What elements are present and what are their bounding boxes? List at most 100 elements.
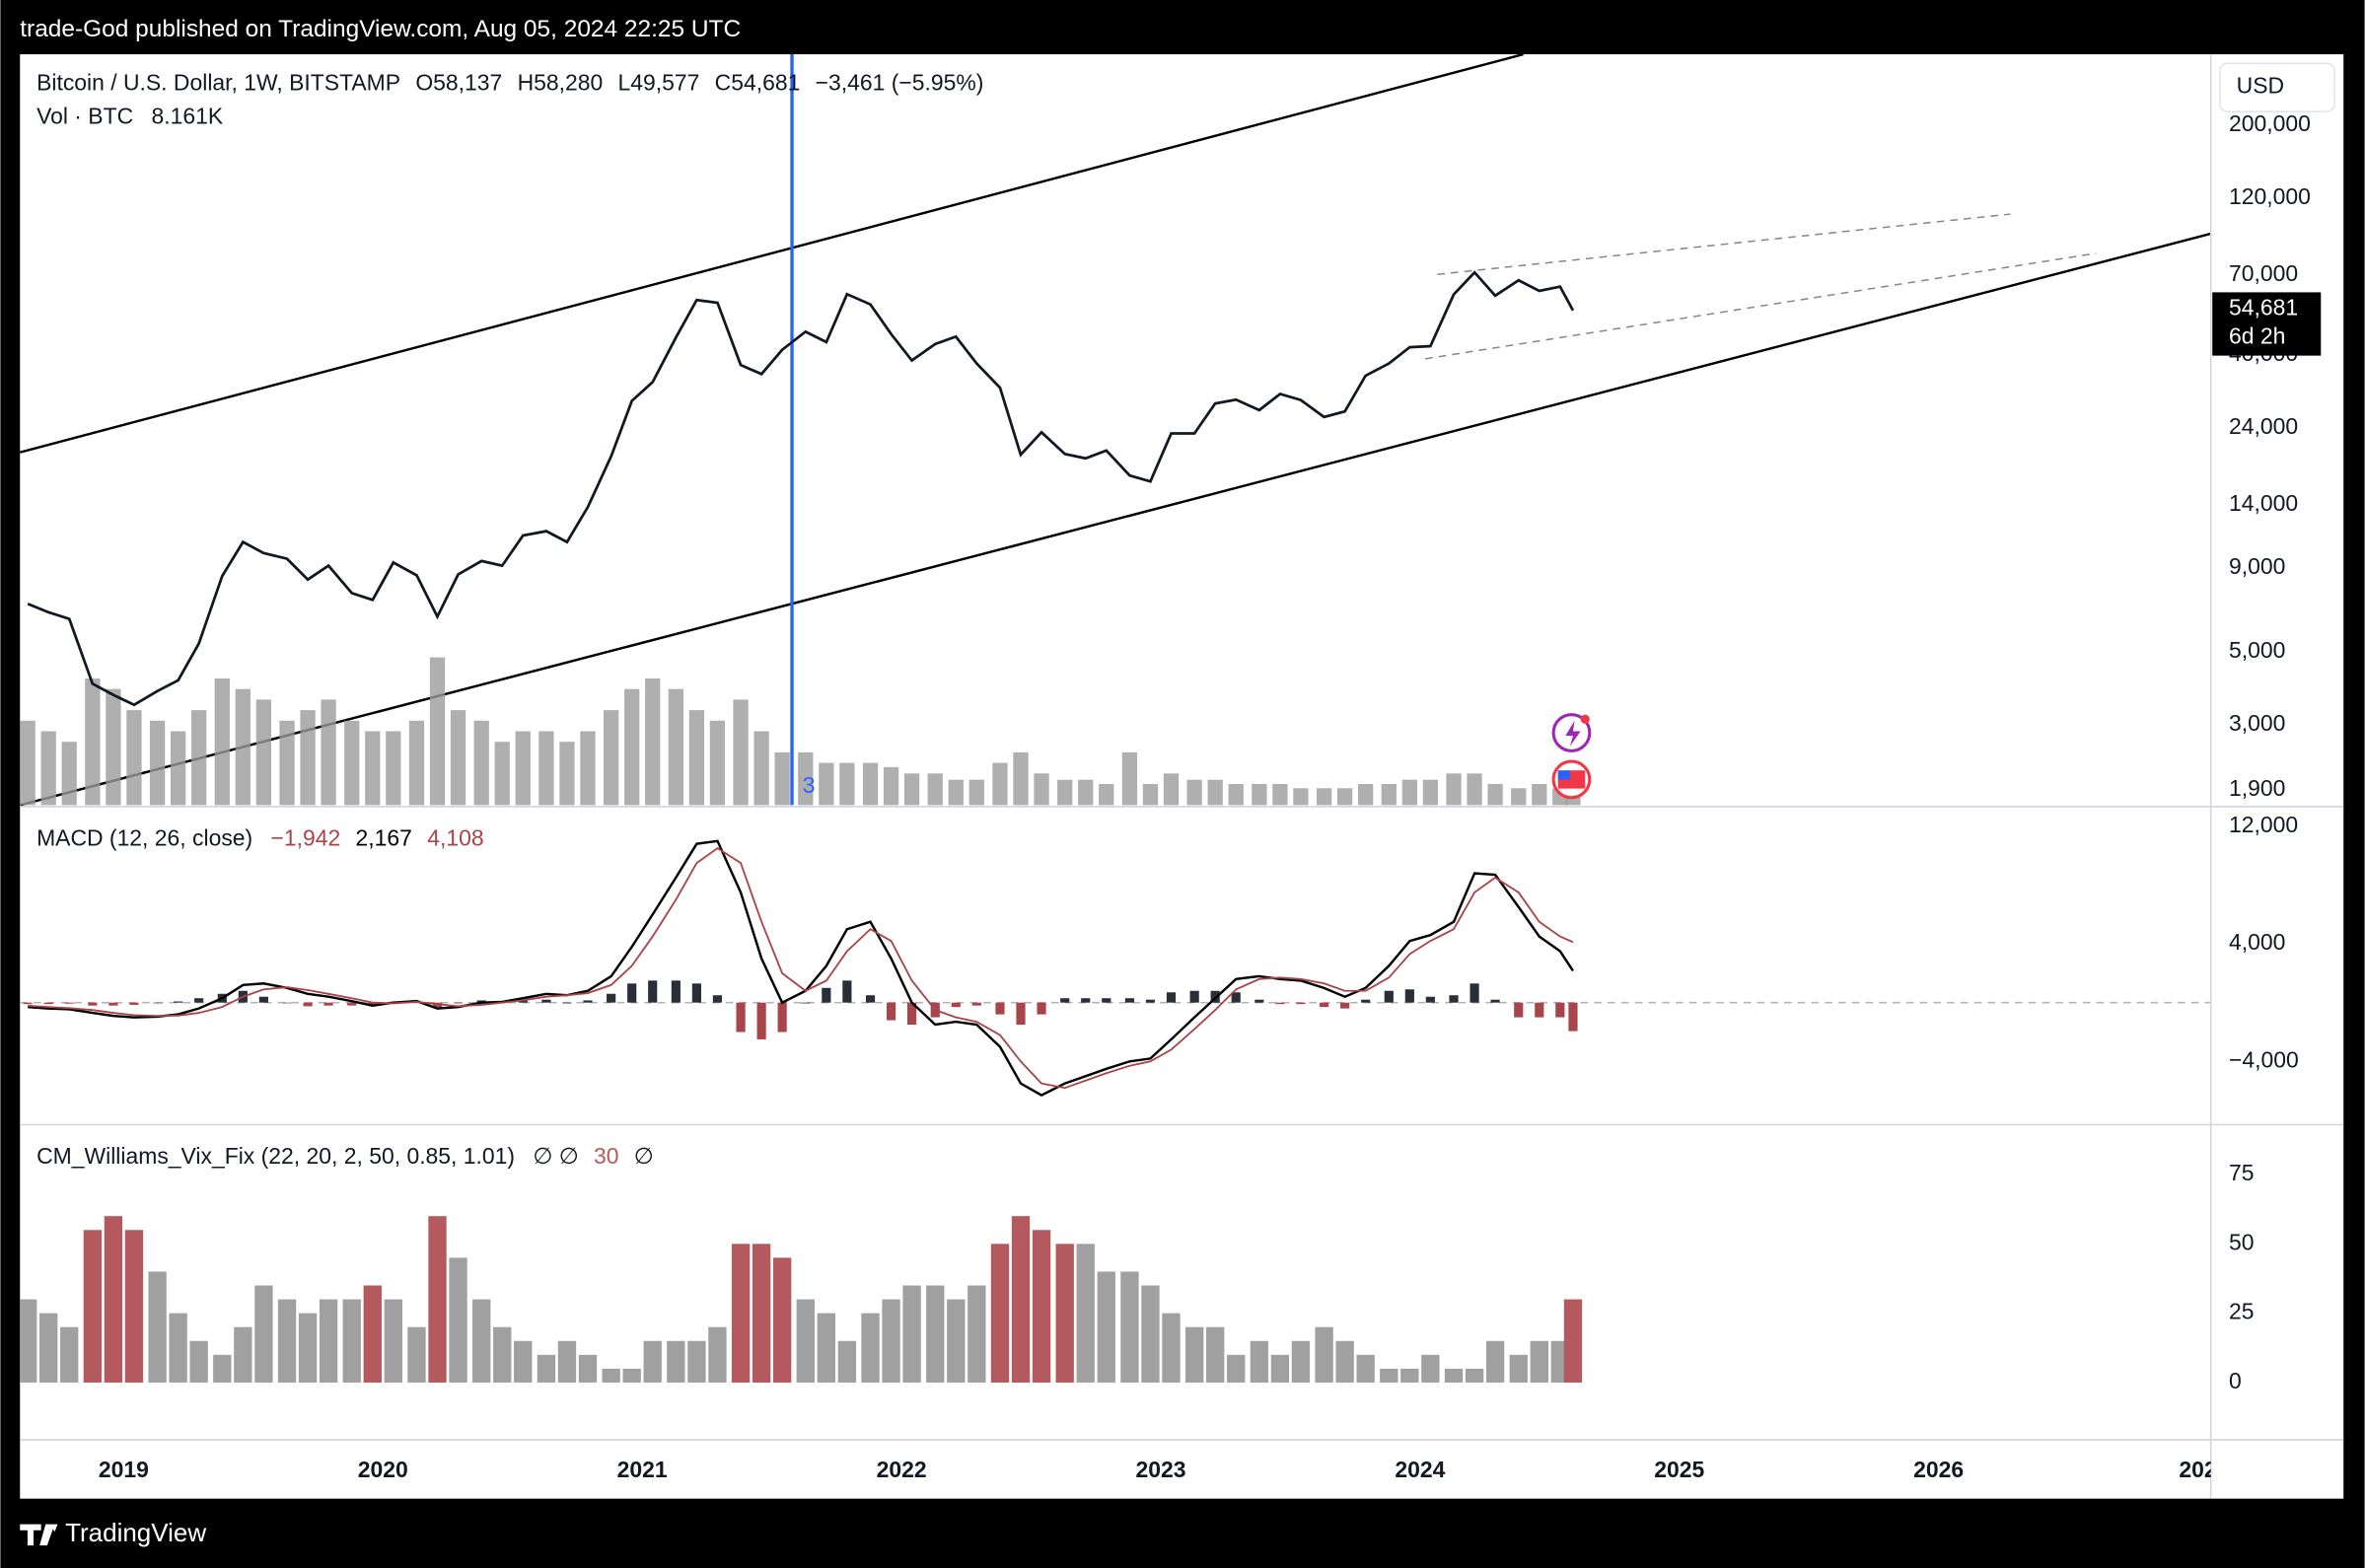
volume-bar bbox=[191, 710, 207, 806]
volume-bar bbox=[1401, 779, 1417, 806]
volume-bar bbox=[1013, 751, 1029, 806]
currency-button[interactable] bbox=[2219, 62, 2335, 112]
series-line bbox=[28, 847, 1574, 1090]
volume-bar bbox=[1336, 788, 1353, 806]
histogram-bar bbox=[518, 1000, 528, 1003]
currency[interactable]: USD bbox=[2237, 73, 2284, 99]
bar bbox=[60, 1326, 79, 1383]
y-tick-label: 25 bbox=[2229, 1299, 2254, 1324]
volume-bar bbox=[235, 688, 251, 806]
y-tick-label: 75 bbox=[2229, 1160, 2254, 1185]
histogram-bar bbox=[1404, 989, 1414, 1003]
bar bbox=[407, 1326, 426, 1383]
histogram-bar bbox=[1254, 999, 1264, 1003]
x-tick-label: 2022 bbox=[877, 1457, 927, 1482]
bar bbox=[1444, 1368, 1464, 1383]
y-tick-label: 14,000 bbox=[2229, 490, 2298, 516]
volume-bar bbox=[408, 720, 425, 806]
histogram-bar bbox=[541, 999, 551, 1003]
histogram-bar bbox=[1275, 1002, 1285, 1005]
bar bbox=[1380, 1368, 1398, 1383]
volume-bar bbox=[1422, 779, 1439, 806]
x-tick-label: 2023 bbox=[1135, 1457, 1185, 1482]
bar bbox=[902, 1285, 921, 1383]
series-line bbox=[27, 270, 1575, 707]
volume-bar bbox=[344, 720, 360, 806]
bar bbox=[1097, 1271, 1115, 1383]
bar bbox=[189, 1340, 208, 1383]
footer-brand: TradingView bbox=[65, 1518, 206, 1547]
volume-bar bbox=[20, 720, 36, 806]
volume-bar bbox=[450, 710, 466, 806]
volume-bar bbox=[126, 710, 142, 806]
volume-last: 8.161K bbox=[152, 103, 224, 128]
bar bbox=[1141, 1285, 1160, 1383]
volume-bar bbox=[992, 762, 1008, 806]
volume-bar bbox=[1207, 779, 1223, 806]
histogram-bar bbox=[1081, 998, 1091, 1003]
bar bbox=[602, 1368, 620, 1383]
volume-bar bbox=[279, 720, 295, 806]
bar bbox=[1315, 1326, 1333, 1383]
bar bbox=[1509, 1354, 1528, 1383]
legend-change: −3,461 (−5.95%) bbox=[816, 70, 984, 96]
bar bbox=[537, 1354, 556, 1383]
volume-bar bbox=[365, 731, 381, 806]
bar bbox=[449, 1257, 467, 1383]
bar bbox=[298, 1313, 318, 1383]
bar bbox=[1227, 1354, 1246, 1383]
bar bbox=[1055, 1244, 1074, 1383]
histogram-bar bbox=[1449, 995, 1459, 1003]
chart-area bbox=[20, 54, 2344, 1499]
volume-bar bbox=[1511, 788, 1527, 806]
bar bbox=[817, 1313, 836, 1383]
volume-bar bbox=[1293, 788, 1309, 806]
legend-arg: 30 bbox=[594, 1143, 619, 1169]
histogram-bar bbox=[995, 1002, 1005, 1015]
bar bbox=[1206, 1326, 1225, 1383]
bar bbox=[1465, 1368, 1484, 1383]
volume-bar bbox=[624, 688, 640, 806]
volume-bar bbox=[321, 699, 336, 806]
volume-bar bbox=[1057, 779, 1073, 806]
bar bbox=[493, 1326, 512, 1383]
annotation: 3 bbox=[803, 772, 816, 798]
histogram-bar bbox=[1124, 998, 1135, 1003]
volume-bar bbox=[798, 751, 814, 806]
volume-bar bbox=[709, 720, 726, 806]
bar bbox=[557, 1340, 577, 1383]
histogram-bar bbox=[1568, 1002, 1578, 1032]
bar bbox=[882, 1299, 900, 1383]
volume-bar bbox=[968, 779, 984, 806]
histogram-bar bbox=[607, 993, 616, 1003]
volume-bar bbox=[883, 766, 899, 806]
y-tick-label: 50 bbox=[2229, 1229, 2254, 1254]
volume-bar bbox=[688, 710, 705, 806]
bar bbox=[472, 1299, 491, 1383]
volume-bar bbox=[473, 720, 489, 806]
x-tick-label: 2019 bbox=[99, 1457, 149, 1482]
histogram-bar bbox=[865, 995, 876, 1003]
y-tick-label: 12,000 bbox=[2229, 812, 2298, 837]
x-tick-label: 2020 bbox=[358, 1457, 408, 1482]
volume-bar bbox=[839, 762, 855, 806]
volume-bar bbox=[429, 657, 446, 806]
channel-lower bbox=[20, 232, 2211, 807]
histogram-bar bbox=[1555, 1002, 1565, 1018]
volume-bar bbox=[604, 710, 619, 806]
logo bbox=[20, 1524, 58, 1546]
bar bbox=[1250, 1340, 1269, 1383]
volume-bar bbox=[1532, 784, 1547, 806]
bar bbox=[1563, 1299, 1583, 1383]
volume-bar bbox=[774, 751, 790, 806]
y-tick-label: 1,900 bbox=[2229, 775, 2285, 801]
volume-bar bbox=[1034, 773, 1049, 806]
histogram-bar bbox=[627, 983, 637, 1003]
volume-bar bbox=[903, 773, 920, 806]
histogram-bar bbox=[648, 980, 658, 1003]
bar bbox=[1162, 1313, 1181, 1383]
legend-low: L49,577 bbox=[618, 70, 700, 96]
bar bbox=[213, 1354, 232, 1383]
bar bbox=[148, 1271, 167, 1383]
